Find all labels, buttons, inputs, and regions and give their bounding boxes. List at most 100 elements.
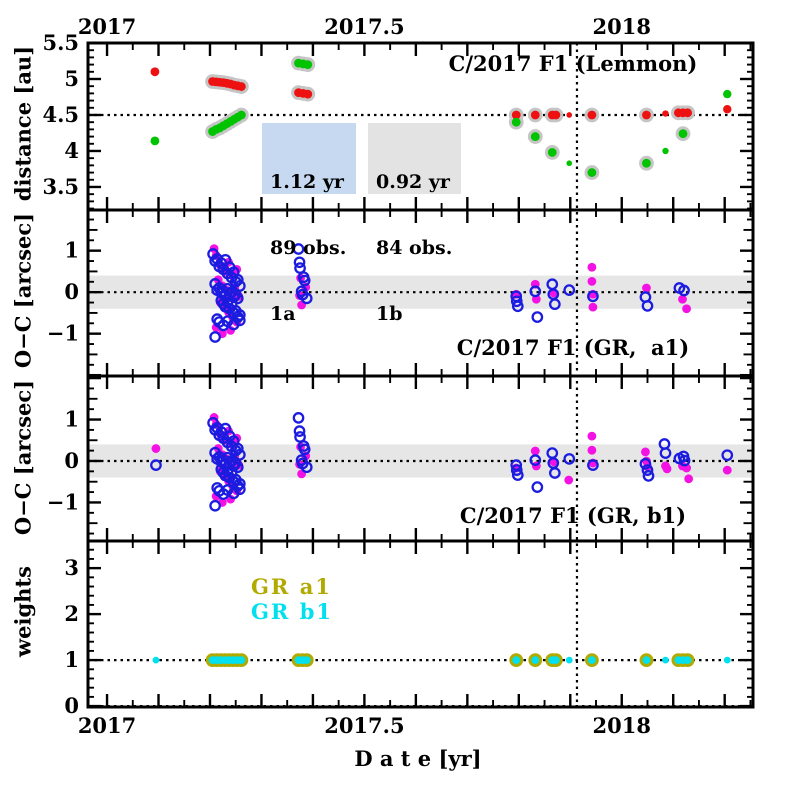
oc-blue-open-point	[531, 311, 544, 323]
annotation-box-1a: 1.12 yr 89 obs. 1a	[262, 123, 356, 325]
oc-blue-open-point	[231, 442, 244, 455]
green-haloed-point	[511, 117, 521, 127]
oc-magenta-point	[678, 294, 687, 304]
oc-blue-open-point	[293, 425, 306, 437]
oc-magenta-point	[530, 446, 540, 456]
oc-blue-open-point	[531, 481, 544, 493]
red-haloed-point	[551, 110, 561, 120]
panel2-ylabel: O−C [arcsec]	[10, 212, 36, 369]
panel3-ylabel: O−C [arcsec]	[10, 379, 36, 536]
oc-blue-open-point	[641, 464, 654, 476]
oc-blue-open-point	[233, 477, 246, 490]
oc-blue-open-point	[233, 314, 246, 327]
y-tick-label: −1	[47, 321, 79, 346]
box-1a-obs: 89 obs.	[270, 237, 347, 259]
weights-gr-a1-and-b1-point	[302, 656, 311, 664]
weights-gr-a1-and-b1-point	[512, 656, 521, 664]
red-plain-point	[150, 67, 160, 77]
panel-frame	[86, 539, 755, 709]
oc-blue-open-point	[721, 449, 734, 462]
x-tick-label-bottom: 2018	[593, 713, 651, 738]
y-tick-label: 4.5	[42, 102, 79, 127]
x-axis-label: D a t e [yr]	[354, 746, 482, 771]
weights-gr-a1-and-b1-point	[237, 656, 246, 664]
oc-blue-open-point	[511, 300, 524, 313]
oc-blue-open-point	[548, 467, 561, 479]
weights-gr-a1-and-b1-point	[683, 656, 692, 664]
box-1b-span: 0.92 yr	[376, 171, 450, 193]
oc-magenta-point	[587, 276, 597, 286]
oc-blue-open-point	[548, 298, 561, 311]
oc-blue-open-point	[292, 243, 305, 255]
oc-magenta-point	[722, 465, 732, 475]
oc-magenta-point	[587, 445, 597, 455]
oc-blue-open-point	[510, 295, 523, 308]
oc-blue-open-point	[209, 331, 221, 343]
panel2-title: C/2017 F1 (GR, a1)	[456, 335, 690, 360]
oc-blue-open-point	[209, 499, 221, 512]
green-haloed-point	[236, 110, 246, 120]
y-tick-label: 0	[64, 279, 79, 304]
red-plain-point	[723, 105, 732, 114]
green-plain-point	[662, 147, 669, 155]
oc-magenta-point	[564, 475, 574, 485]
oc-blue-open-point	[678, 454, 691, 467]
oc-blue-open-point	[221, 484, 234, 496]
box-1a-id: 1a	[270, 303, 296, 325]
oc-blue-open-point	[231, 292, 244, 305]
x-tick-label-top: 2018	[593, 14, 651, 39]
oc-blue-open-point	[298, 443, 311, 456]
red-plain-point	[566, 112, 573, 118]
oc-blue-open-point	[298, 274, 311, 287]
oc-magenta-point	[662, 464, 672, 474]
oc-blue-open-point	[300, 292, 313, 305]
red-haloed-point	[236, 82, 246, 91]
oc-blue-open-point	[641, 300, 654, 312]
y-tick-label: 2	[64, 601, 79, 626]
legend-gr-a1: GR a1	[251, 574, 332, 599]
red-plain-point	[662, 110, 669, 117]
oc-blue-open-point	[292, 412, 305, 424]
green-haloed-point	[530, 132, 540, 141]
green-plain-point	[723, 89, 732, 99]
panel1-title: C/2017 F1 (Lemmon)	[448, 51, 698, 76]
y-tick-label: −1	[47, 489, 79, 514]
y-tick-label: 5	[64, 66, 79, 91]
oc-magenta-point	[642, 283, 651, 293]
oc-blue-open-point	[587, 459, 599, 471]
box-1b-id: 1b	[376, 303, 403, 325]
green-plain-point	[150, 136, 160, 146]
oc-blue-open-point	[529, 285, 542, 298]
oc-magenta-point	[151, 444, 161, 453]
box-1b-obs: 84 obs.	[376, 237, 453, 259]
weights-gr-b1-only-point	[565, 656, 573, 664]
oc-blue-open-point	[587, 290, 599, 303]
y-tick-label: 0	[64, 448, 79, 473]
red-haloed-point	[530, 110, 540, 120]
panel4-ylabel: weights	[10, 566, 36, 657]
oc-blue-open-point	[659, 447, 672, 459]
y-tick-label: 0	[64, 693, 79, 718]
box-1a-span: 1.12 yr	[270, 171, 344, 193]
oc-magenta-point	[684, 474, 694, 484]
oc-blue-open-point	[231, 461, 244, 474]
oc-blue-open-point	[678, 284, 690, 297]
green-haloed-point	[642, 158, 651, 168]
panel1-ylabel: distance [au]	[10, 45, 36, 202]
weights-gr-a1-and-b1-point	[531, 656, 540, 664]
green-plain-point	[566, 160, 573, 167]
y-tick-label: 5.5	[42, 30, 79, 55]
weights-gr-b1-only-point	[662, 656, 669, 664]
y-tick-label: 3.5	[42, 174, 79, 199]
y-tick-label: 1	[64, 407, 79, 432]
green-haloed-point	[587, 168, 597, 177]
oc-magenta-point	[641, 447, 650, 457]
oc-blue-open-point	[221, 315, 234, 328]
oc-blue-open-point	[563, 453, 576, 465]
oc-blue-open-point	[233, 309, 246, 321]
oc-blue-open-point	[231, 273, 244, 286]
red-haloed-point	[511, 110, 521, 120]
green-haloed-point	[547, 148, 557, 157]
weights-gr-a1-and-b1-point	[551, 656, 560, 664]
